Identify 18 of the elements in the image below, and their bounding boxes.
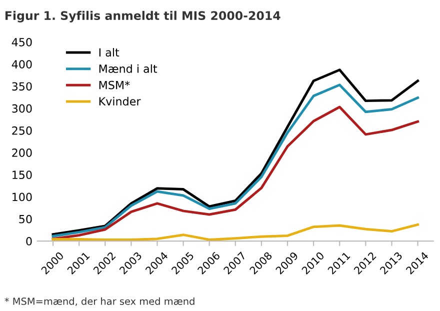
y-tick-label: 100 (12, 192, 32, 202)
y-tick-label: 250 (12, 126, 32, 135)
y-tick-label: 150 (12, 170, 32, 180)
legend-label: Kvinder (99, 96, 141, 106)
y-tick-label: 400 (12, 60, 32, 68)
legend-label: Mænd i alt (99, 64, 158, 73)
y-tick-label: 450 (12, 38, 32, 46)
chart-title: Figur 1. Syfilis anmeldt til MIS 2000-2014 (5, 10, 280, 22)
y-tick-label: 200 (12, 148, 32, 157)
line-series (52, 223, 420, 241)
text: * MSM=mænd, der har sex med mænd (4, 297, 194, 306)
legend-label: MSM* (99, 80, 130, 90)
line-series (52, 106, 420, 240)
y-tick-label: 50 (19, 214, 32, 224)
y-tick-label: 350 (12, 82, 32, 91)
legend-label: I alt (99, 48, 120, 57)
y-tick-label: 300 (12, 104, 32, 113)
y-tick-label: 0 (26, 237, 32, 246)
